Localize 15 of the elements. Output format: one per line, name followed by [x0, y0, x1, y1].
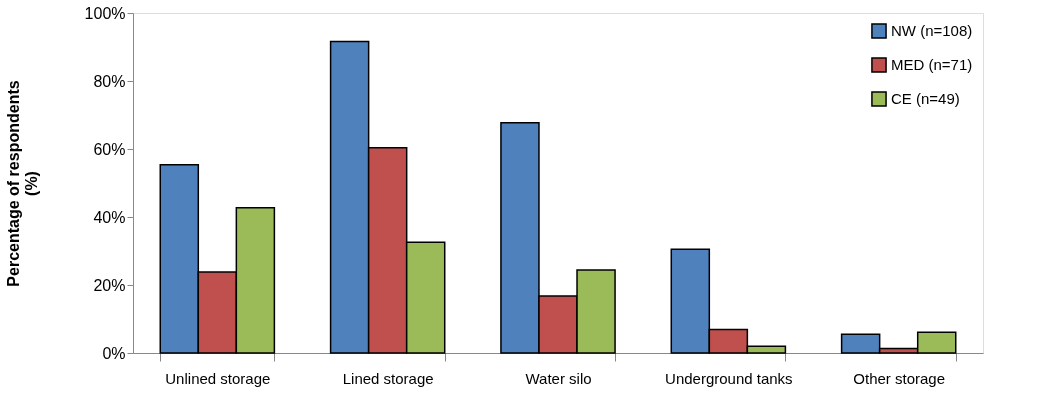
y-axis-title: Percentage of respondents (%): [4, 80, 40, 287]
legend-label: CE (n=49): [891, 90, 960, 107]
legend-label: MED (n=71): [891, 56, 973, 73]
y-tick-label: 60%: [93, 140, 126, 158]
x-tick-label: Water silo: [525, 369, 592, 387]
x-tick-label: Other storage: [853, 369, 946, 387]
x-tick-label: Underground tanks: [665, 369, 793, 387]
y-tick-label: 0%: [102, 344, 126, 362]
legend-label: NW (n=108): [891, 22, 973, 39]
x-tick-label: Lined storage: [342, 369, 434, 387]
y-tick-label: 80%: [93, 72, 126, 90]
y-tick-label: 20%: [93, 276, 126, 294]
x-tick-label: Unlined storage: [165, 369, 271, 387]
y-tick-label: 100%: [84, 4, 126, 22]
y-tick-label: 40%: [93, 208, 126, 226]
